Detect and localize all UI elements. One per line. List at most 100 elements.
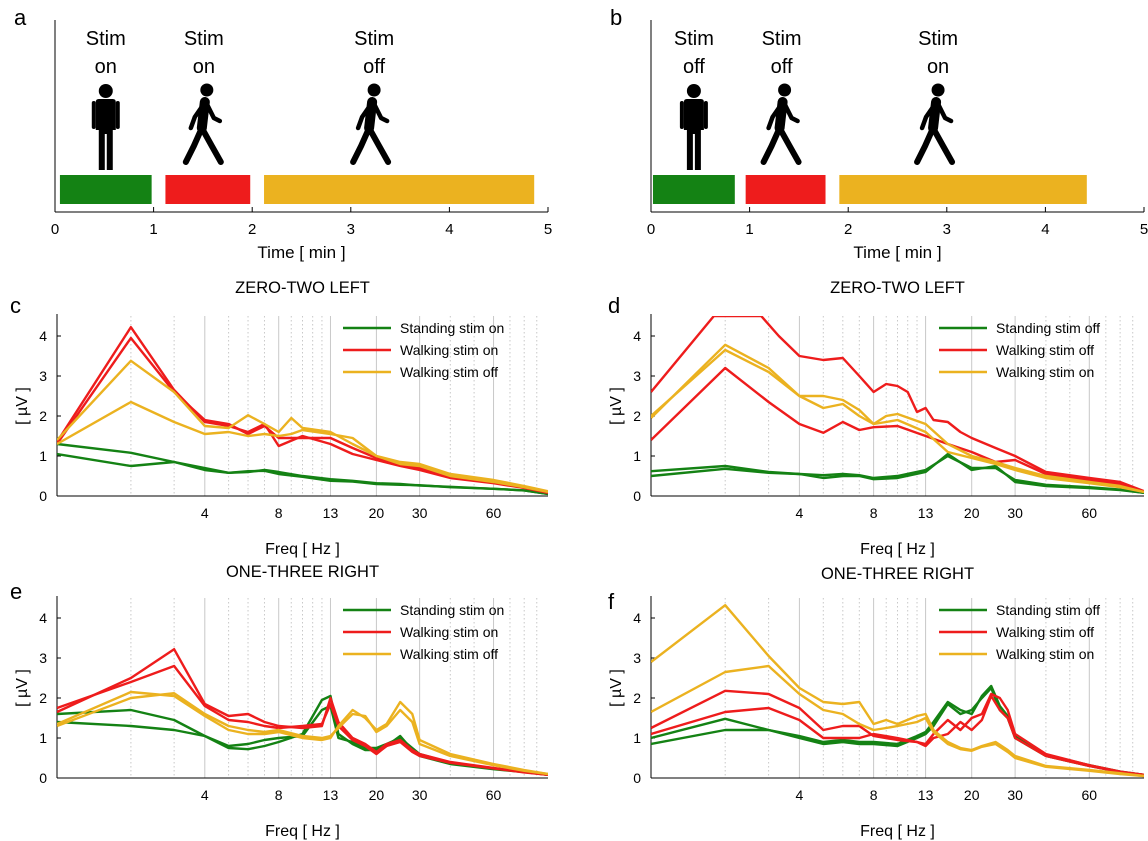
segment-label-line2: off xyxy=(683,56,705,78)
x-tick-label: 30 xyxy=(1007,787,1023,803)
x-tick-label: 4 xyxy=(796,787,804,803)
series-line xyxy=(651,348,1144,494)
legend-label: Walking stim on xyxy=(996,646,1094,662)
y-tick-label: 2 xyxy=(39,408,47,424)
y-tick-label: 1 xyxy=(39,448,47,464)
series-line xyxy=(57,442,548,496)
legend-label: Standing stim on xyxy=(400,320,504,336)
timeline-panel-a: a 0 1 2 3 4 5 Time [ min ] Stim on Stim on Stim off xyxy=(14,5,552,262)
segment-bar xyxy=(745,175,826,204)
x-tick-label: 4 xyxy=(796,505,804,521)
y-tick-label: 0 xyxy=(39,488,47,504)
x-tick-label: 1 xyxy=(149,221,157,238)
chart-title: ONE-THREE RIGHT xyxy=(821,565,974,583)
x-axis-label: Time [ min ] xyxy=(257,243,345,262)
segment-label-line1: Stim xyxy=(762,28,802,50)
chart-panel-d: d ZERO-TWO LEFT 0 1 2 3 4 4 8 13 20 30 60 Freq [ Hz ]… xyxy=(608,279,1144,558)
y-tick-label: 4 xyxy=(39,610,47,626)
x-tick-label: 4 xyxy=(445,221,453,238)
panel-letter-f: f xyxy=(608,589,615,614)
series-line xyxy=(651,689,1144,776)
y-tick-label: 3 xyxy=(633,368,641,384)
segment-bar xyxy=(839,175,1087,204)
x-tick-label: 1 xyxy=(745,221,753,238)
walking-person-icon xyxy=(914,83,956,165)
series-line xyxy=(651,684,1144,776)
series-line xyxy=(57,400,548,494)
x-tick-label: 3 xyxy=(943,221,951,238)
y-tick-label: 0 xyxy=(633,488,641,504)
y-tick-label: 3 xyxy=(39,368,47,384)
segment-bar xyxy=(264,175,535,204)
legend: Standing stim on Walking stim on Walking s… xyxy=(343,602,504,662)
x-axis-label: Freq [ Hz ] xyxy=(265,541,340,558)
legend-label: Standing stim off xyxy=(996,320,1100,336)
legend-label: Walking stim on xyxy=(400,624,498,640)
x-tick-label: 2 xyxy=(248,221,256,238)
y-tick-label: 1 xyxy=(633,730,641,746)
x-tick-label: 20 xyxy=(369,787,385,803)
series-group xyxy=(57,326,548,496)
segment-label-line2: on xyxy=(927,56,949,78)
y-tick-label: 3 xyxy=(633,650,641,666)
x-tick-label: 30 xyxy=(412,505,428,521)
panel-letter-c: c xyxy=(10,293,21,318)
x-tick-label: 60 xyxy=(486,505,502,521)
x-tick-label: 13 xyxy=(323,505,339,521)
x-tick-label: 13 xyxy=(918,787,934,803)
x-tick-label: 8 xyxy=(275,787,283,803)
series-line xyxy=(651,664,1144,778)
series-line xyxy=(651,454,1144,494)
standing-person-icon xyxy=(679,84,708,170)
chart-panel-e: e ONE-THREE RIGHT 0 1 2 3 4 4 8 13 20 30 60 Freq [ Hz… xyxy=(10,563,548,840)
y-tick-label: 4 xyxy=(39,328,47,344)
standing-person-icon xyxy=(91,84,120,170)
segment-label-line2: off xyxy=(363,56,385,78)
x-tick-label: 60 xyxy=(1082,787,1098,803)
y-tick-label: 0 xyxy=(39,770,47,786)
legend-label: Walking stim off xyxy=(400,364,498,380)
y-tick-label: 4 xyxy=(633,328,641,344)
x-tick-label: 4 xyxy=(1041,221,1049,238)
y-tick-label: 0 xyxy=(633,770,641,786)
walking-person-icon xyxy=(760,83,802,165)
x-tick-label: 20 xyxy=(964,505,980,521)
x-tick-label: 20 xyxy=(369,505,385,521)
segment-label-line1: Stim xyxy=(184,28,224,50)
x-tick-label: 20 xyxy=(964,787,980,803)
segment-bar xyxy=(652,175,735,204)
chart-title: ONE-THREE RIGHT xyxy=(226,563,379,581)
segment-label-line2: on xyxy=(193,56,215,78)
chart-panel-c: c ZERO-TWO LEFT 0 1 2 3 4 4 8 13 20 30 60 Freq [ Hz ]… xyxy=(10,279,548,558)
segment-label-line2: on xyxy=(95,56,117,78)
legend-label: Standing stim off xyxy=(996,602,1100,618)
chart-title: ZERO-TWO LEFT xyxy=(235,279,370,297)
segment-label-line1: Stim xyxy=(918,28,958,50)
x-tick-label: 13 xyxy=(323,787,339,803)
legend-label: Standing stim on xyxy=(400,602,504,618)
y-axis-label: [ µV ] xyxy=(608,669,625,707)
series-line xyxy=(651,316,1144,493)
x-tick-label: 5 xyxy=(544,221,552,238)
y-tick-label: 2 xyxy=(633,408,641,424)
legend: Standing stim off Walking stim off Walking… xyxy=(939,320,1100,380)
segment-label-line1: Stim xyxy=(86,28,126,50)
y-axis-label: [ µV ] xyxy=(14,387,31,425)
segment-label-line1: Stim xyxy=(674,28,714,50)
chart-panel-f: f ONE-THREE RIGHT 0 1 2 3 4 4 8 13 20 30 60 Freq [ Hz… xyxy=(608,565,1144,840)
segment-label-line1: Stim xyxy=(354,28,394,50)
x-tick-label: 13 xyxy=(918,505,934,521)
legend: Standing stim on Walking stim on Walking s… xyxy=(343,320,504,380)
timeline-panel-b: b 0 1 2 3 4 5 Time [ min ] Stim off Stim off Stim on xyxy=(610,5,1148,262)
x-tick-label: 0 xyxy=(51,221,59,238)
panel-letter-d: d xyxy=(608,293,620,318)
y-axis-label: [ µV ] xyxy=(14,669,31,707)
x-axis-label: Time [ min ] xyxy=(853,243,941,262)
x-tick-label: 8 xyxy=(870,505,878,521)
segment-bar xyxy=(59,175,152,204)
legend: Standing stim off Walking stim off Walking… xyxy=(939,602,1100,662)
x-tick-label: 60 xyxy=(486,787,502,803)
walking-person-icon xyxy=(182,83,224,165)
x-axis-label: Freq [ Hz ] xyxy=(860,823,935,840)
